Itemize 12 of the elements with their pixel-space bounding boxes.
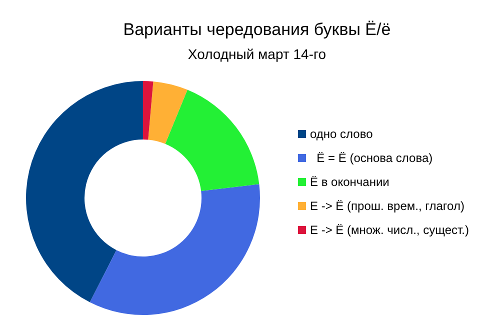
chart-subtitle: Холодный март 14-го (188, 46, 326, 62)
donut-slice (148, 81, 188, 144)
donut-slice (165, 90, 260, 192)
donut-slice (26, 81, 143, 302)
chart-title: Варианты чередования буквы Ё/ё (123, 20, 391, 39)
legend-label: Ё в окончании (310, 175, 390, 189)
donut-slice (143, 81, 154, 140)
legend-label: Е -> Ё (множ. числ., сущест.) (310, 223, 469, 237)
donut-slice (90, 184, 260, 315)
legend-label: Е -> Ё (прош. врем., глагол) (310, 199, 464, 213)
legend-label: Ё = Ё (основа слова) (310, 151, 433, 165)
legend-label: одно слово (310, 127, 374, 141)
